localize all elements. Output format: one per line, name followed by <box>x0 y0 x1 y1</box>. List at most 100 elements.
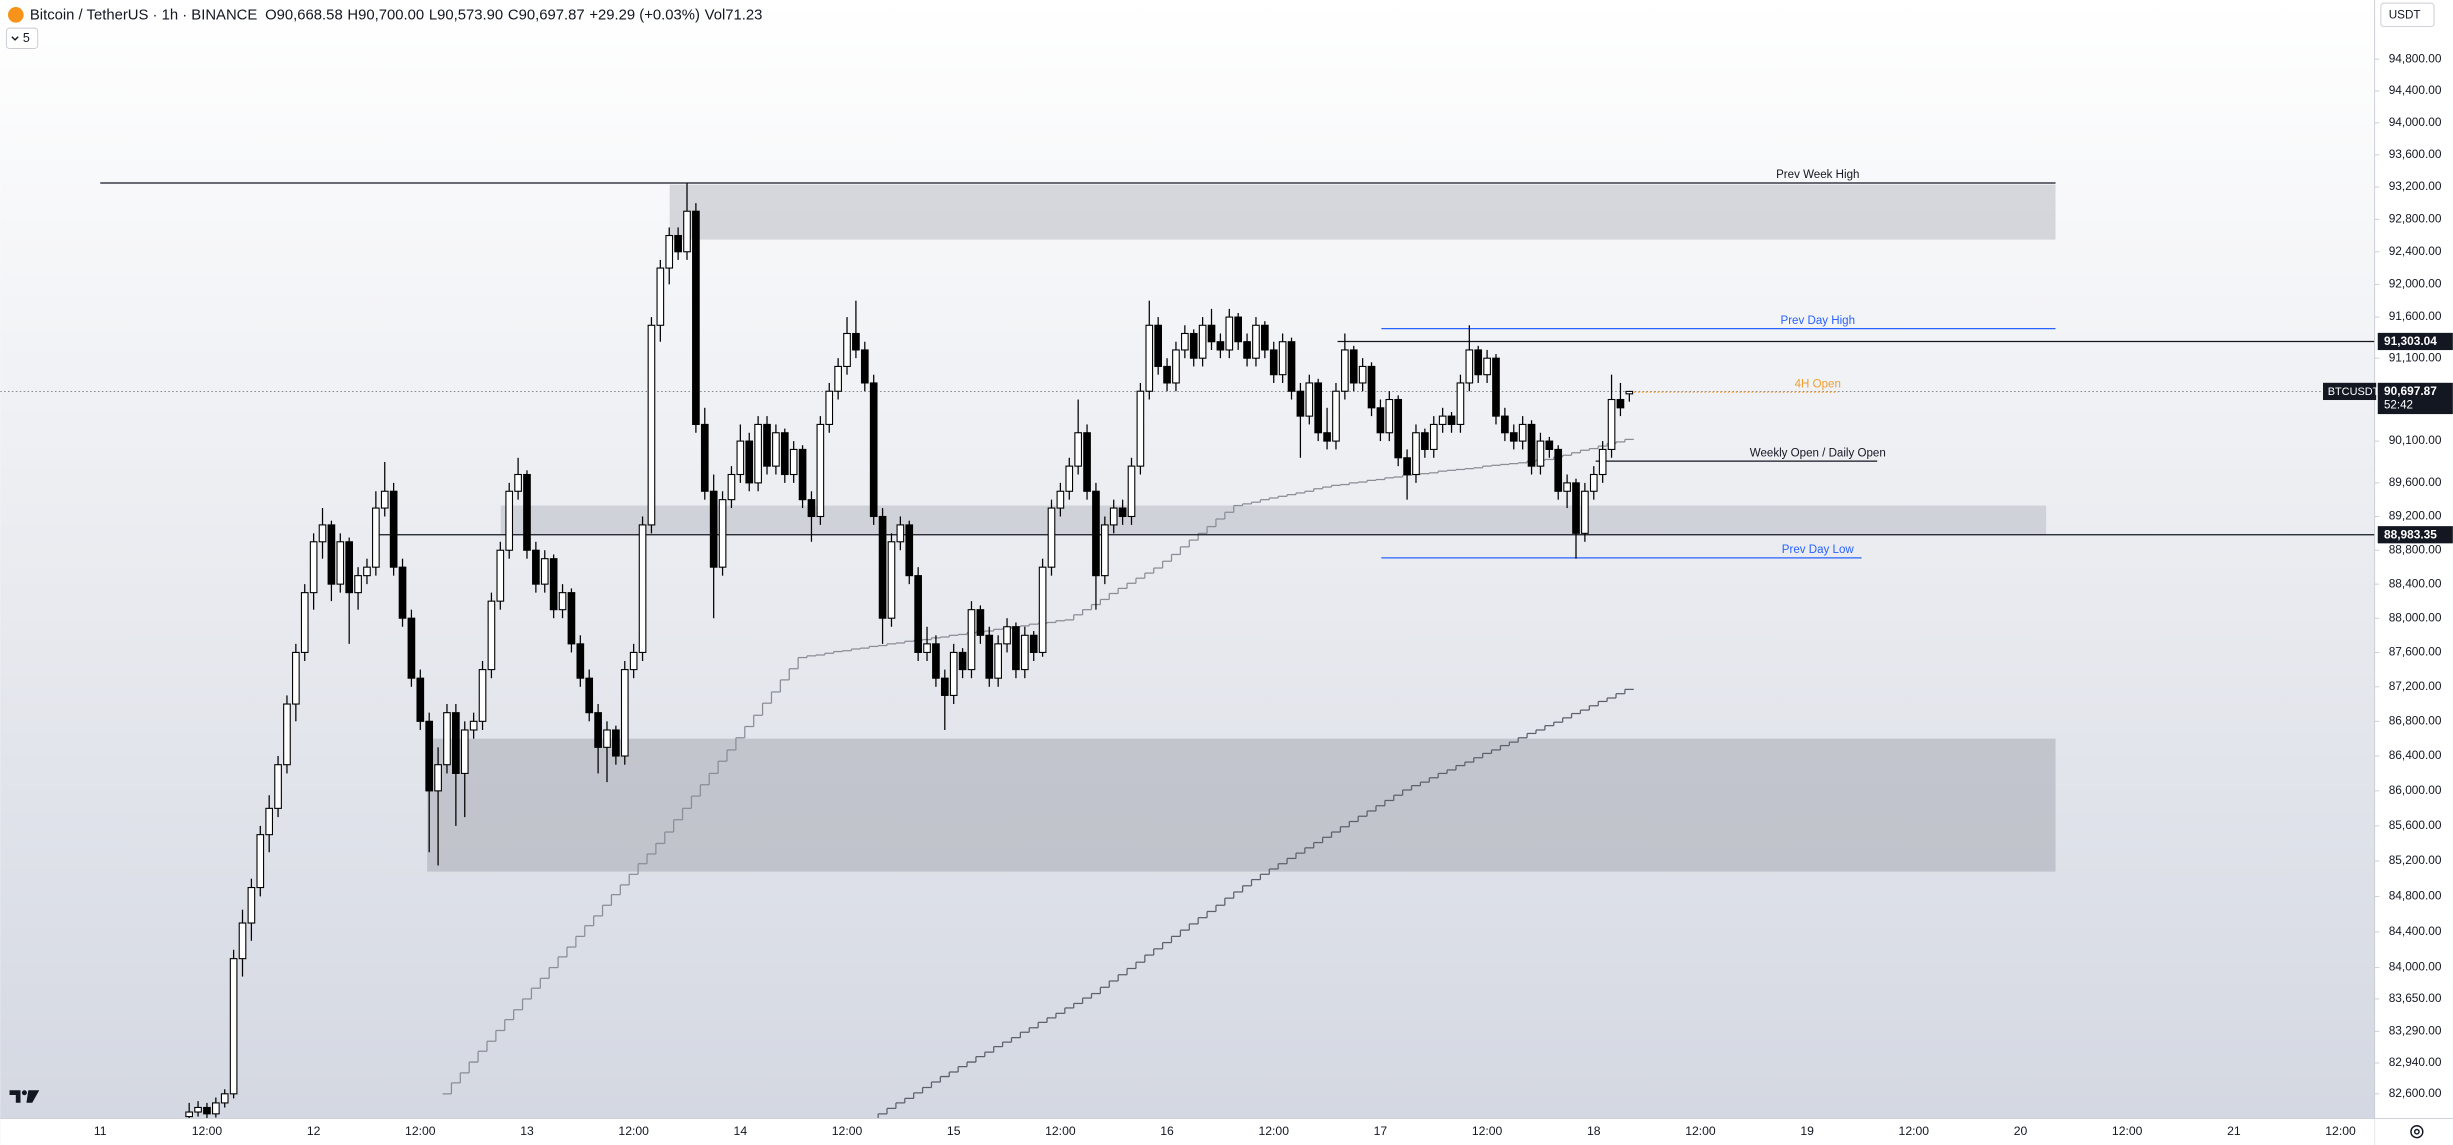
y-tick-label: 90,100.00 <box>2389 433 2442 447</box>
x-tick-label: 19 <box>1800 1124 1814 1138</box>
candle-body <box>434 764 442 792</box>
candle-body <box>247 887 256 924</box>
candle-body <box>567 592 576 645</box>
currency-button[interactable] <box>2380 2 2435 28</box>
legend-volume-key: Vol <box>705 8 726 24</box>
indicator-toggle[interactable] <box>5 27 39 49</box>
candle-body <box>1261 324 1269 351</box>
candle-body <box>327 524 336 585</box>
countdown: 52:42 <box>2384 400 2413 412</box>
candle-body <box>1109 507 1118 526</box>
candle-body <box>1269 349 1278 376</box>
candle-body <box>203 1106 211 1115</box>
x-tick-label: 14 <box>734 1124 748 1138</box>
candle-body <box>1394 398 1403 459</box>
candle-body <box>692 210 700 425</box>
candle-body <box>460 729 469 774</box>
candle-body <box>1305 382 1314 417</box>
y-tick-label: 87,600.00 <box>2389 645 2442 659</box>
candle-body <box>727 473 736 501</box>
y-tick-label: 87,200.00 <box>2389 679 2442 693</box>
currency: USDT <box>2389 9 2421 22</box>
candle-body <box>1065 465 1074 492</box>
candle-body <box>1412 432 1420 476</box>
candle-body <box>709 490 718 568</box>
zone <box>669 184 2056 240</box>
x-tick-label: 12:00 <box>2112 1124 2143 1138</box>
x-tick-label: 12:00 <box>1472 1124 1503 1138</box>
candle-body <box>1198 324 1207 359</box>
candle-body <box>1349 349 1358 384</box>
x-tick-label: 12:00 <box>832 1124 863 1138</box>
candle-body <box>1607 398 1616 450</box>
y-tick-label: 93,600.00 <box>2389 147 2442 161</box>
candle-body <box>487 600 496 671</box>
y-tick-label: 92,000.00 <box>2389 276 2442 290</box>
candle-body <box>1163 365 1171 384</box>
y-tick-label: 84,000.00 <box>2389 960 2442 974</box>
candle-body <box>629 651 638 671</box>
y-tick-label: 89,600.00 <box>2389 475 2442 489</box>
candle-body <box>914 575 922 653</box>
candle-body <box>416 677 425 722</box>
candle-body <box>1545 440 1554 450</box>
level-label: Prev Day High <box>1780 315 1855 327</box>
x-tick-label: 12:00 <box>405 1124 436 1138</box>
x-tick-label: 13 <box>520 1124 534 1138</box>
candle-body <box>798 448 807 501</box>
candle-body <box>887 541 896 619</box>
y-tick-label: 86,000.00 <box>2389 783 2442 797</box>
y-tick-label: 93,200.00 <box>2389 179 2442 193</box>
candle-body <box>300 592 309 653</box>
candle-body <box>1474 349 1483 376</box>
candle-body <box>354 575 362 594</box>
y-tick-label: 88,800.00 <box>2389 542 2442 556</box>
candle-body <box>505 490 514 551</box>
candle-body <box>1447 415 1456 425</box>
candle-body <box>407 617 416 679</box>
candle-body <box>345 541 354 594</box>
candle-body <box>1598 448 1607 476</box>
x-tick-label: 12 <box>307 1124 321 1138</box>
candle-body <box>620 669 629 757</box>
candle-body <box>532 549 540 585</box>
candle-body <box>923 643 931 653</box>
candle-body <box>1518 423 1527 442</box>
candle-body <box>443 712 451 766</box>
legend-value: 90,700.00 <box>358 8 424 24</box>
symbol-icon <box>7 7 24 23</box>
x-tick-label: 12:00 <box>1685 1124 1716 1138</box>
axes: 94,800.00 94,400.00 94,000.00 93,600.00 93,2… <box>94 51 2453 1138</box>
candle-body <box>940 677 949 696</box>
candle-body <box>363 566 371 577</box>
candle-body <box>425 720 434 792</box>
settings-icon[interactable] <box>2410 1125 2424 1139</box>
symbol-label: BTCUSDT <box>2328 386 2380 398</box>
candle-body <box>603 729 611 748</box>
candle-body <box>1367 365 1376 409</box>
level-label: Weekly Open / Daily Open <box>1750 447 1886 459</box>
candle-body <box>1092 490 1100 577</box>
candle-body <box>1501 415 1509 434</box>
candle-body <box>194 1106 202 1113</box>
candle-body <box>256 834 265 889</box>
candle-body <box>1581 490 1589 534</box>
candle-body <box>1465 349 1474 384</box>
legend-value: 90,668.58 <box>277 8 343 24</box>
candle-body <box>958 651 967 671</box>
plot-area <box>0 182 2375 1119</box>
candle-body <box>612 729 620 757</box>
candle-body <box>318 524 327 543</box>
candle-body <box>976 609 985 636</box>
candle-body <box>905 524 914 577</box>
candle-body <box>1625 390 1634 395</box>
candle-body <box>994 643 1002 679</box>
candle-body <box>647 324 656 526</box>
candle-body <box>1145 324 1154 392</box>
candle-body <box>780 432 789 476</box>
candle-body <box>549 558 558 611</box>
y-tick-label: 83,650.00 <box>2389 991 2442 1005</box>
candle-body <box>754 423 762 484</box>
x-tick-label: 12:00 <box>192 1124 223 1138</box>
x-tick-label: 20 <box>2014 1124 2028 1138</box>
